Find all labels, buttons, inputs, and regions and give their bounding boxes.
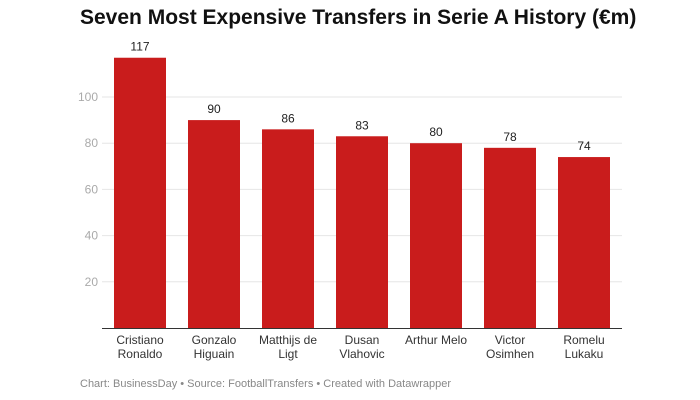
x-category-label: Lukaku: [565, 347, 604, 361]
bar: [336, 136, 388, 328]
y-tick-label: 60: [85, 182, 99, 196]
data-label: 74: [577, 139, 591, 153]
bar: [114, 57, 166, 328]
x-category-label: Gonzalo: [192, 333, 237, 347]
data-label: 83: [355, 118, 369, 132]
bar: [558, 157, 610, 328]
x-category-label: Vlahovic: [339, 347, 384, 361]
chart-title: Seven Most Expensive Transfers in Serie …: [80, 6, 637, 29]
data-label: 117: [130, 40, 149, 54]
data-label: 78: [503, 130, 517, 144]
y-tick-label: 80: [85, 136, 99, 150]
x-category-label: Ligt: [278, 347, 298, 361]
x-category-label: Romelu: [563, 333, 604, 347]
x-category-label: Arthur Melo: [405, 333, 467, 347]
x-category-label: Dusan: [345, 333, 380, 347]
x-category-label: Osimhen: [486, 347, 534, 361]
data-label: 80: [429, 125, 443, 139]
data-label: 86: [281, 111, 295, 125]
bar: [484, 147, 536, 328]
y-tick-label: 100: [78, 90, 98, 104]
x-category-label: Victor: [495, 333, 525, 347]
x-category-label: Ronaldo: [118, 347, 163, 361]
bar: [262, 129, 314, 328]
x-category-label: Cristiano: [116, 333, 164, 347]
x-category-label: Higuain: [194, 347, 235, 361]
x-category-label: Matthijs de: [259, 333, 317, 347]
y-tick-label: 20: [85, 275, 99, 289]
data-label: 90: [207, 102, 221, 116]
y-tick-label: 40: [85, 229, 99, 243]
chart-footer: Chart: BusinessDay • Source: FootballTra…: [80, 378, 452, 390]
bar: [188, 120, 240, 328]
bar: [410, 143, 462, 328]
